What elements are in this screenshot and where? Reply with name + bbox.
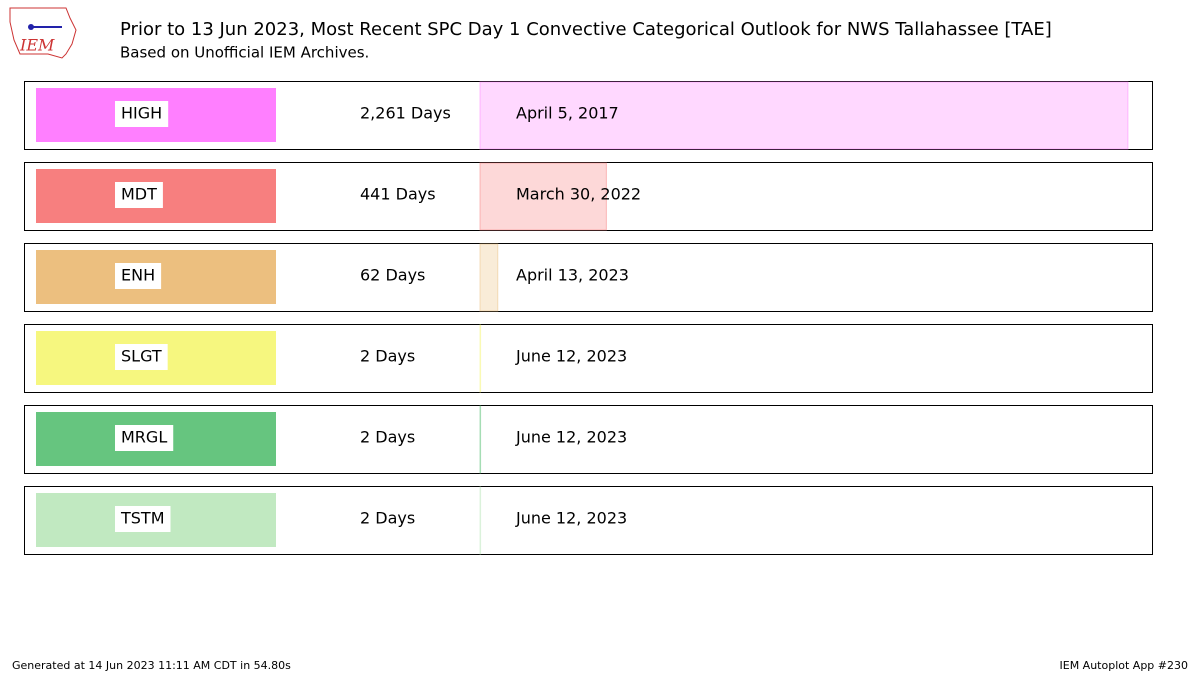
date-label: March 30, 2022 [516,185,641,204]
date-label: June 12, 2023 [515,428,627,447]
category-label-box [115,101,169,127]
row-frame [24,324,1153,393]
category-label: SLGT [121,347,162,366]
category-label-box [115,263,162,289]
logo: IEM [9,7,77,59]
category-label: TSTM [120,509,165,528]
logo-text: IEM [19,36,55,55]
bar [479,243,499,312]
date-label: June 12, 2023 [515,509,627,528]
category-label-box [115,425,174,451]
value-label: 62 Days [360,266,425,285]
category-label: HIGH [121,104,162,123]
date-label: April 13, 2023 [516,266,629,285]
category-label-box [115,506,171,532]
date-label: June 12, 2023 [515,347,627,366]
category-label: ENH [121,266,155,285]
category-label-box [115,344,168,370]
chart-title: Prior to 13 Jun 2023, Most Recent SPC Da… [120,19,1052,40]
bar [479,162,607,231]
bar [479,324,482,393]
value-label: 2 Days [360,347,415,366]
category-label: MRGL [121,428,167,447]
chart-subtitle: Based on Unofficial IEM Archives. [120,44,369,62]
footer-left: Generated at 14 Jun 2023 11:11 AM CDT in… [12,659,291,672]
bar [479,405,482,474]
row-frame [24,486,1153,555]
value-label: 2 Days [360,428,415,447]
bar [479,81,1129,150]
value-label: 2,261 Days [360,104,451,123]
category-label: MDT [121,185,157,204]
category-label-box [115,182,163,208]
value-label: 2 Days [360,509,415,528]
row-frame [24,243,1153,312]
value-label: 441 Days [360,185,436,204]
row-frame [24,405,1153,474]
date-label: April 5, 2017 [516,104,619,123]
bar [479,486,482,555]
footer-right: IEM Autoplot App #230 [1060,659,1189,672]
